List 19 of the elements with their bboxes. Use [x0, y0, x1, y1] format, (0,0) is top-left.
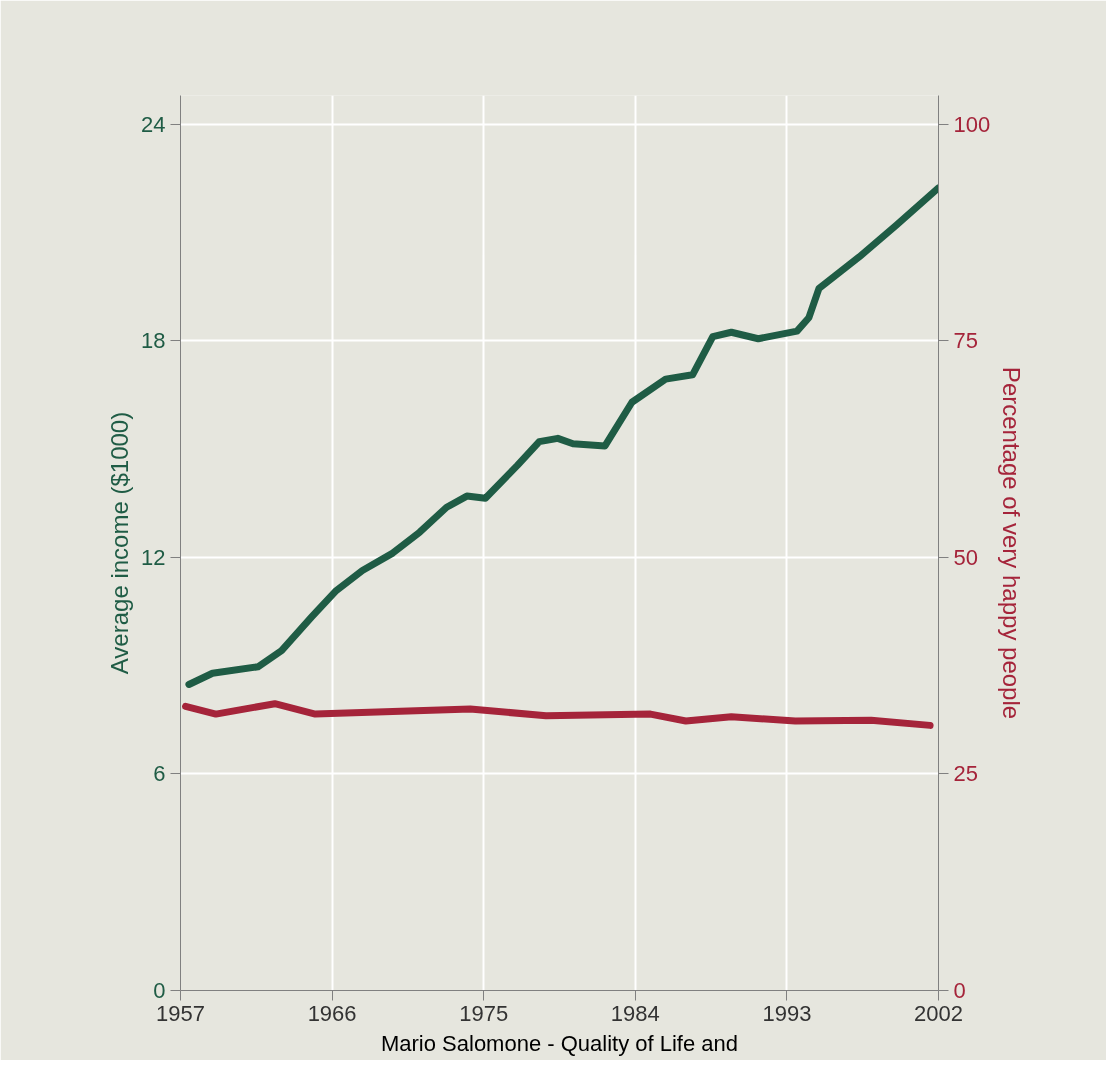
y-tick-label: 0 [153, 978, 166, 1003]
x-tick-label: 1957 [156, 1000, 205, 1026]
y-tick-label: 6 [153, 761, 166, 787]
x-tick-label: 2002 [914, 1000, 963, 1026]
y-tick-label: 24 [141, 111, 166, 137]
x-tick-label: 1975 [459, 1000, 509, 1026]
y-tick-label: 18 [141, 328, 166, 354]
y2-axis-title: Percentage of very happy people [998, 366, 1026, 720]
y2-tick-label: 50 [953, 544, 978, 570]
x-tick-label: 1966 [307, 1000, 357, 1026]
y2-tick-label: 25 [953, 761, 978, 787]
x-tick-label: 1984 [610, 1000, 660, 1026]
y2-tick-label: 0 [953, 978, 966, 1003]
y2-tick-label: 100 [953, 111, 991, 137]
y2-tick-label: 75 [953, 328, 978, 354]
x-tick-label: 1993 [762, 1000, 812, 1026]
y-axis-title: Average income ($1000) [106, 411, 134, 675]
text: Mario Salomone - Quality of Life and [380, 1030, 739, 1056]
y-tick-label: 12 [141, 544, 166, 570]
